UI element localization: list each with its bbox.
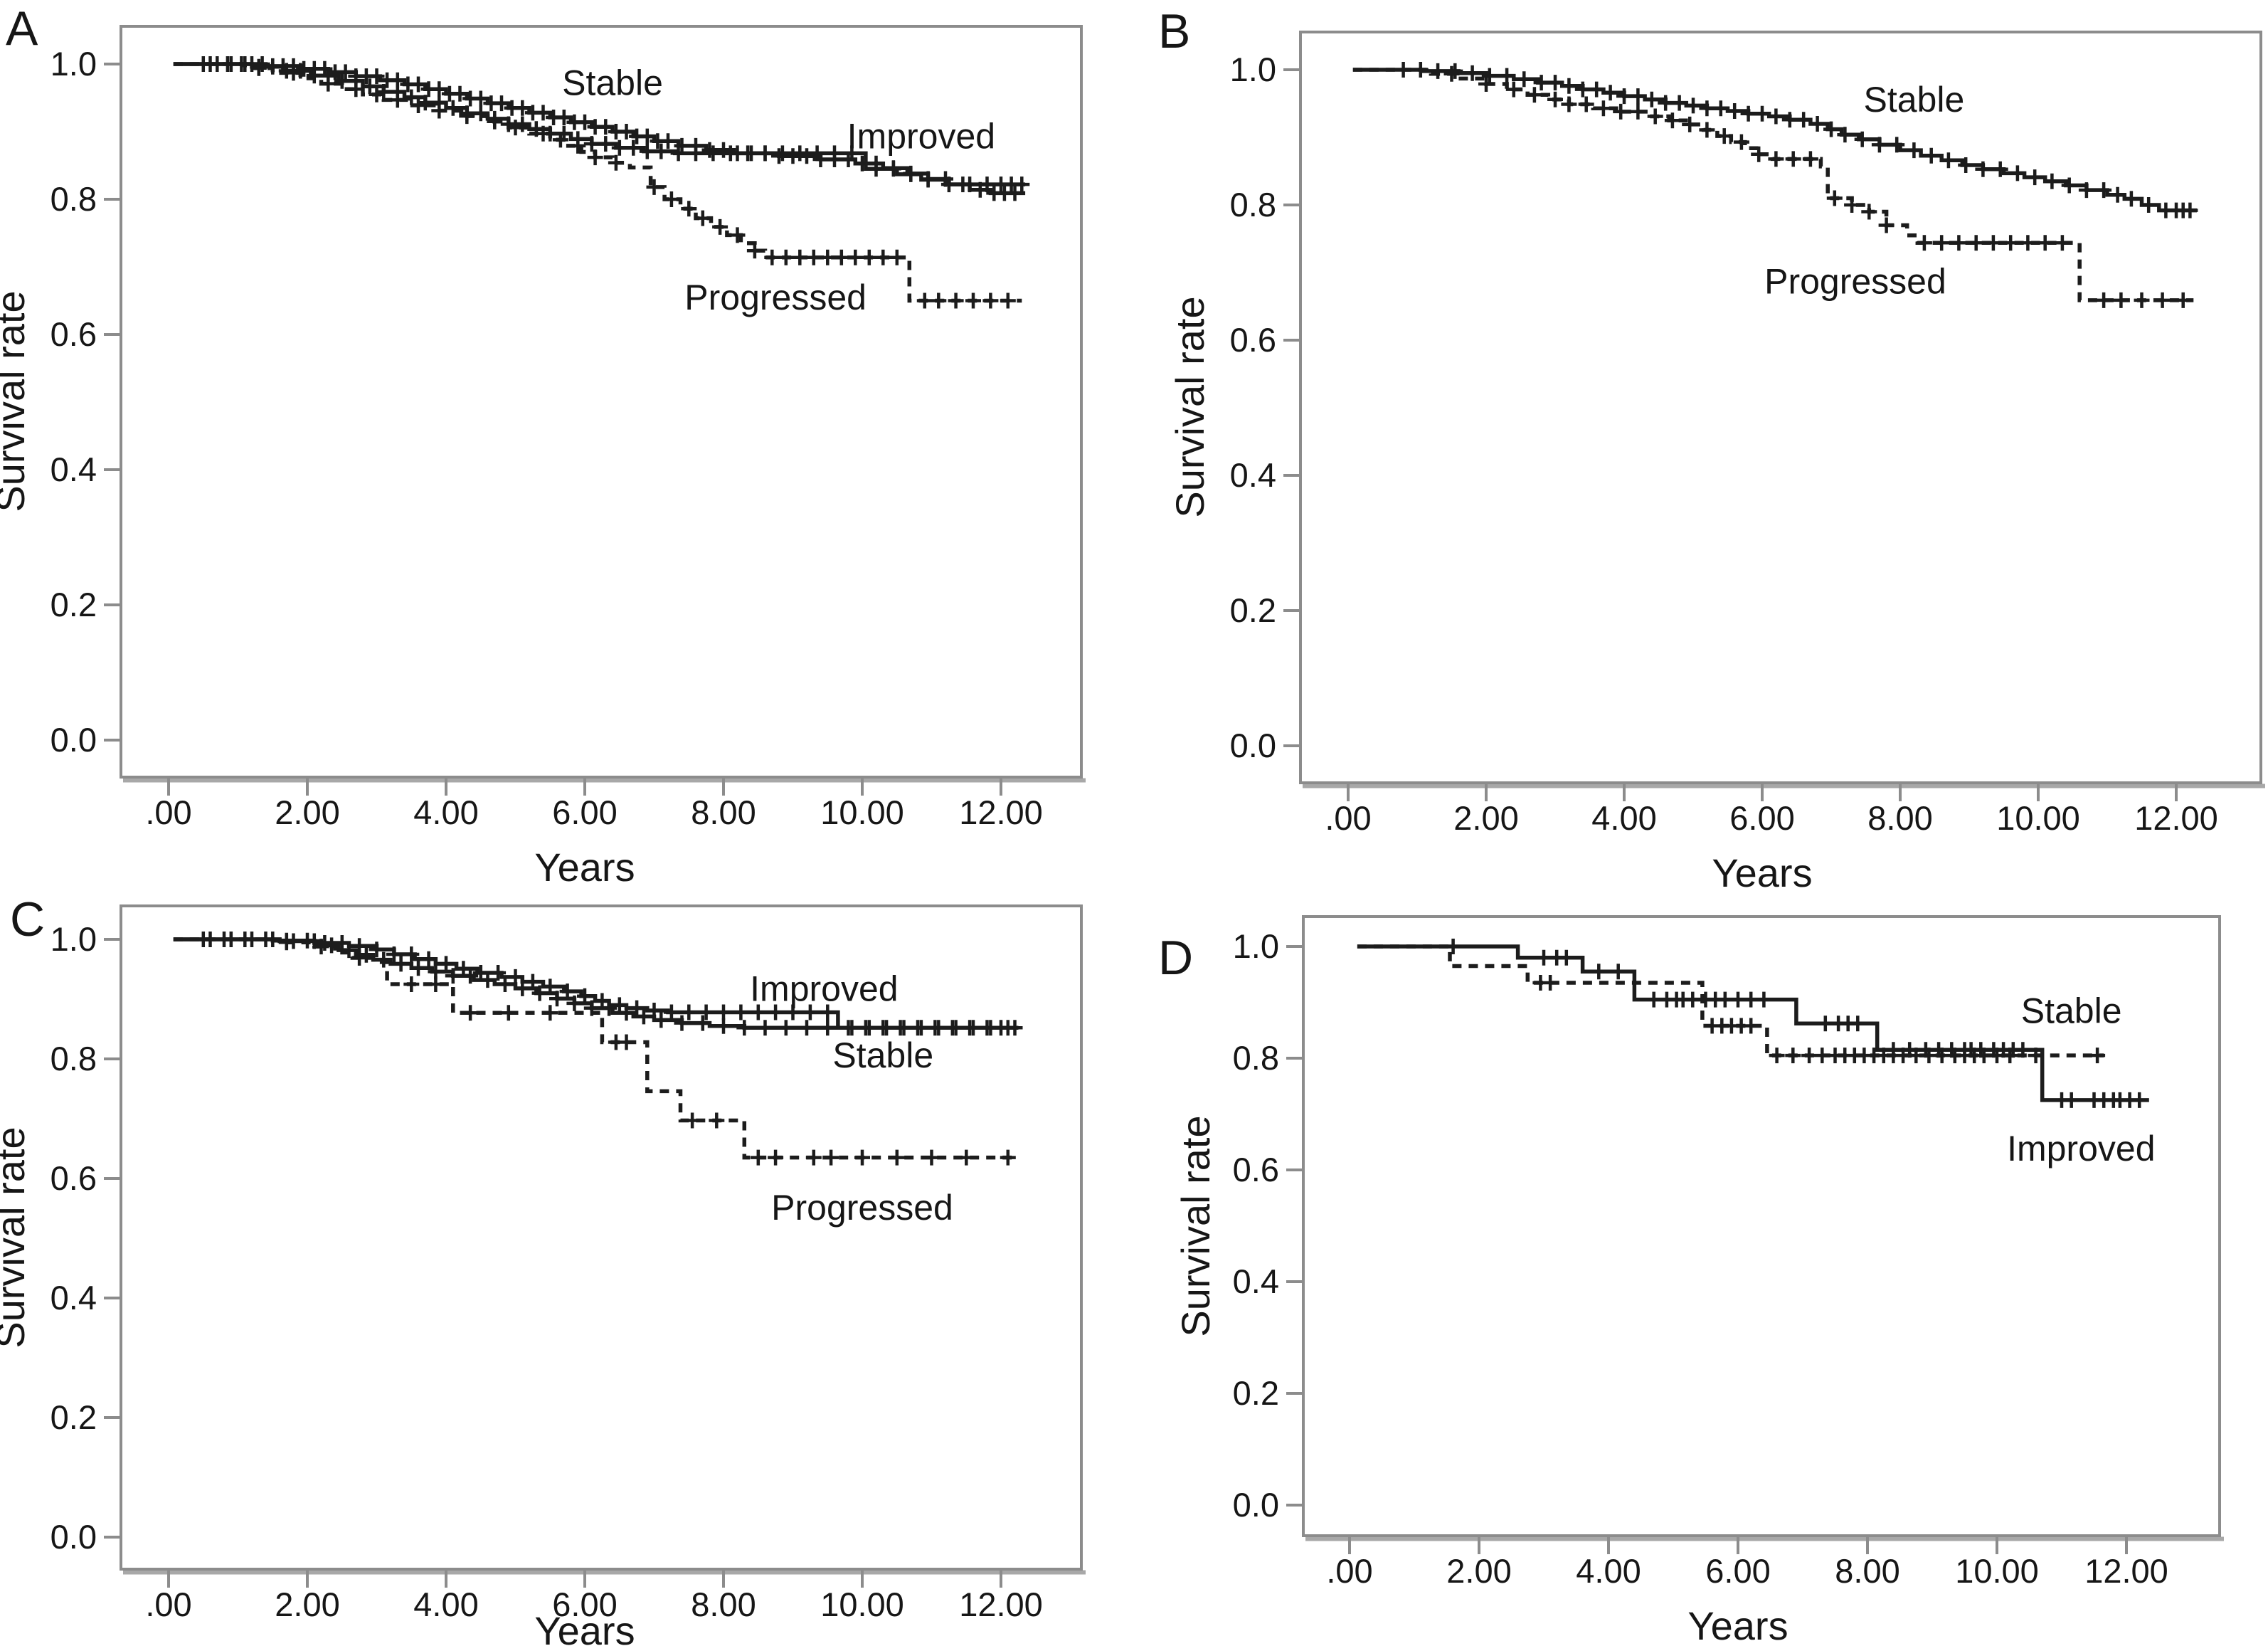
plot-frame — [120, 904, 1083, 1571]
y-tick-label: 0.2 — [51, 586, 97, 623]
plot-frame — [1299, 31, 2262, 784]
survival-curve-stable — [1357, 944, 2104, 1057]
y-tick-label: 0.2 — [1233, 1374, 1279, 1412]
x-tick-label: 10.00 — [1955, 1552, 2039, 1590]
x-tick-label: .00 — [145, 793, 191, 831]
plot-frame — [120, 25, 1083, 779]
curve-label-progressed: Progressed — [1764, 261, 1946, 301]
y-tick-label: 0.4 — [51, 1279, 97, 1317]
curve-label-stable: Stable — [832, 1035, 933, 1075]
censor-marks-progressed — [1443, 65, 2191, 308]
x-tick-label: 6.00 — [1705, 1552, 1770, 1590]
curve-label-improved: Improved — [750, 969, 898, 1009]
y-tick-label: 0.6 — [51, 315, 97, 353]
x-tick-label: 8.00 — [1835, 1552, 1899, 1590]
y-tick-label: 0.6 — [1233, 1151, 1279, 1188]
y-tick-label: 0.4 — [51, 450, 97, 488]
y-axis-title: Survival rate — [0, 290, 33, 512]
x-tick-label: .00 — [1325, 799, 1371, 837]
panel-d-label: D — [1158, 931, 1194, 985]
panel-b-label: B — [1158, 4, 1191, 58]
curve-label-improved: Improved — [2007, 1129, 2155, 1168]
x-tick-label: 12.00 — [959, 793, 1043, 831]
y-tick-label: 0.8 — [1230, 186, 1276, 223]
y-tick-label: 0.0 — [51, 721, 97, 759]
x-tick-label: 4.00 — [1576, 1552, 1641, 1590]
x-tick-label: 2.00 — [275, 793, 339, 831]
curve-label-stable: Stable — [1864, 80, 1965, 120]
x-tick-label: 2.00 — [1453, 799, 1518, 837]
y-tick-label: 0.6 — [1230, 321, 1276, 359]
y-tick-label: 0.2 — [51, 1398, 97, 1436]
x-tick-label: 6.00 — [552, 1586, 617, 1623]
y-tick-label: 0.6 — [51, 1159, 97, 1197]
y-axis-title: Survival rate — [1167, 296, 1212, 517]
x-tick-label: 12.00 — [2084, 1552, 2168, 1590]
y-tick-label: 0.4 — [1233, 1262, 1279, 1300]
x-axis-title: Years — [1687, 1603, 1788, 1646]
x-tick-label: 2.00 — [275, 1586, 339, 1623]
curve-label-stable: Stable — [562, 63, 663, 103]
y-tick-label: 0.0 — [51, 1518, 97, 1556]
y-tick-label: 0.4 — [1230, 456, 1276, 494]
x-tick-label: 10.00 — [820, 793, 904, 831]
panel-a-label: A — [6, 1, 38, 56]
panel-d-plot: 1.0 0.8 0.6 0.4 0.2 0.0 .00 2.00 4.00 6.00 8.00 10.… — [1173, 915, 2224, 1646]
y-tick-label: 0.8 — [51, 180, 97, 218]
plot-frame — [1302, 915, 2221, 1537]
y-tick-label: 0.8 — [1233, 1039, 1279, 1077]
curve-label-progressed: Progressed — [684, 278, 867, 317]
panel-a-plot: 1.0 0.8 0.6 0.4 0.2 0.0 .00 2.00 4.00 6.00 8.00 10.… — [0, 25, 1086, 890]
x-tick-label: 6.00 — [552, 793, 617, 831]
x-tick-label: .00 — [1326, 1552, 1372, 1590]
censor-marks-stable — [1395, 62, 2198, 218]
x-tick-label: 4.00 — [413, 793, 478, 831]
censor-marks-stable — [1532, 975, 2106, 1064]
curve-label-progressed: Progressed — [771, 1188, 953, 1228]
panel-c-label: C — [10, 892, 46, 946]
x-tick-label: 4.00 — [413, 1586, 478, 1623]
x-tick-label: 12.00 — [2134, 799, 2218, 837]
x-tick-label: 8.00 — [691, 1586, 756, 1623]
x-axis-title: Years — [1712, 850, 1812, 895]
x-axis-title: Years — [534, 845, 635, 890]
x-tick-label: 6.00 — [1729, 799, 1794, 837]
y-axis-title: Survival rate — [1173, 1115, 1218, 1336]
x-tick-label: 8.00 — [1867, 799, 1932, 837]
y-tick-label: 1.0 — [51, 45, 97, 83]
y-tick-label: 1.0 — [1233, 927, 1279, 965]
y-tick-label: 0.0 — [1233, 1486, 1279, 1524]
x-tick-label: 4.00 — [1591, 799, 1656, 837]
censor-marks-progressed — [278, 934, 1016, 1166]
censor-marks-progressed — [250, 60, 1016, 309]
panel-b-plot: 1.0 0.8 0.6 0.4 0.2 0.0 .00 2.00 4.00 6.00 8.00 10.… — [1167, 31, 2265, 895]
x-axis-title: Years — [534, 1608, 635, 1646]
x-tick-label: .00 — [145, 1586, 191, 1623]
curve-label-stable: Stable — [2021, 991, 2122, 1030]
y-tick-label: 1.0 — [51, 920, 97, 958]
censor-marks-improved — [1445, 939, 2148, 1108]
y-axis-title: Survival rate — [0, 1127, 33, 1348]
x-tick-label: 8.00 — [691, 793, 756, 831]
y-tick-label: 0.8 — [51, 1040, 97, 1077]
y-tick-label: 1.0 — [1230, 51, 1276, 88]
y-tick-label: 0.2 — [1230, 591, 1276, 629]
x-tick-label: 10.00 — [1996, 799, 2080, 837]
y-tick-label: 0.0 — [1230, 727, 1276, 764]
curve-label-improved: Improved — [847, 117, 995, 157]
panel-c-plot: 1.0 0.8 0.6 0.4 0.2 0.0 .00 2.00 4.00 6.00 8.00 10.… — [0, 904, 1086, 1646]
x-tick-label: 12.00 — [959, 1586, 1043, 1623]
x-tick-label: 2.00 — [1446, 1552, 1511, 1590]
x-tick-label: 10.00 — [820, 1586, 904, 1623]
